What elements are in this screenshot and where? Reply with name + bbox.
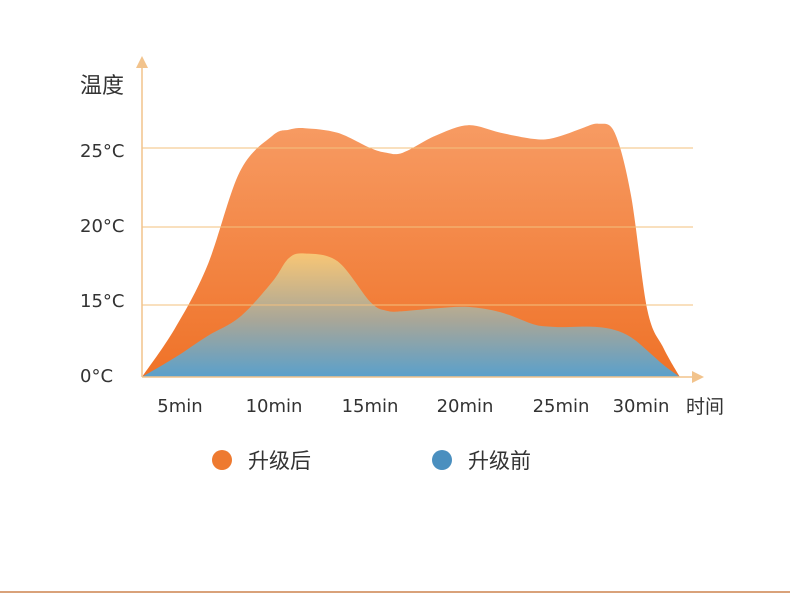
x-tick-label: 15min (342, 396, 399, 417)
labels: 温度 0°C 15°C 20°C 25°C 5min 10min 15min 20min 25mi… (80, 74, 724, 418)
x-tick-label: 5min (157, 396, 202, 417)
y-axis-arrow-icon (136, 56, 148, 68)
legend-label: 升级后 (248, 449, 311, 473)
legend-dot-after (212, 450, 232, 470)
x-tick-label: 20min (437, 396, 494, 417)
y-tick-label: 20°C (80, 216, 124, 237)
x-tick-label: 25min (533, 396, 590, 417)
legend-label: 升级前 (468, 449, 531, 473)
y-tick-label: 0°C (80, 366, 113, 387)
x-tick-label: 30min (613, 396, 670, 417)
bottom-divider (0, 591, 790, 593)
x-axis-title: 时间 (686, 396, 724, 418)
y-tick-label: 25°C (80, 141, 124, 162)
legend: 升级后 升级前 (212, 449, 531, 473)
gridlines (142, 147, 693, 306)
plot-areas (142, 123, 680, 377)
axes (136, 56, 704, 383)
x-axis-arrow-icon (692, 371, 704, 383)
x-tick-label: 10min (246, 396, 303, 417)
legend-dot-before (432, 450, 452, 470)
y-tick-label: 15°C (80, 291, 124, 312)
area-series-before (142, 253, 680, 377)
y-axis-title: 温度 (80, 74, 124, 99)
